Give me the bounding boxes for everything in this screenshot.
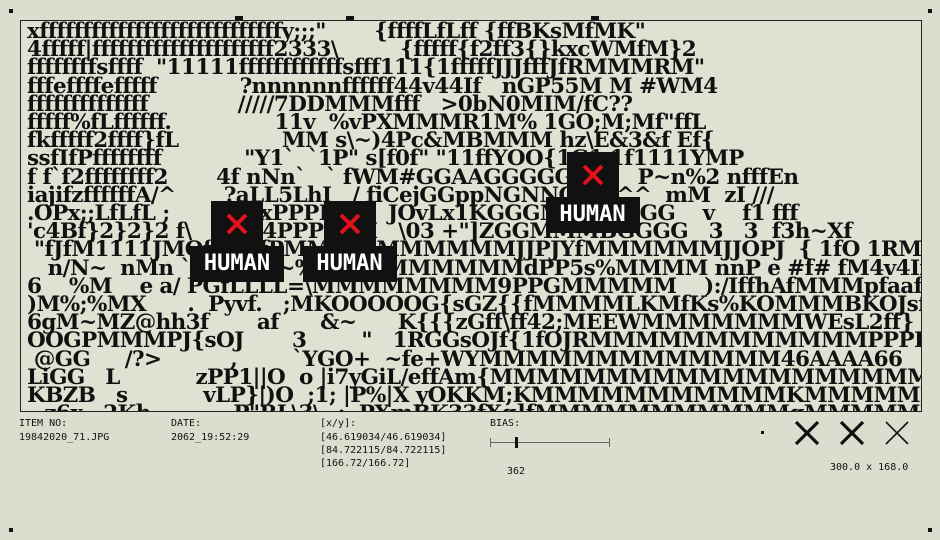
bias-value: 362 xyxy=(507,466,526,477)
corner-dot-tl xyxy=(9,9,13,13)
xy-value-3: [166.72/166.72] xyxy=(320,458,411,469)
xy-value-2: [84.722115/84.722115] xyxy=(320,445,447,456)
frame-tick xyxy=(235,16,243,23)
x-icon[interactable] xyxy=(882,418,912,448)
target-label: HUMAN xyxy=(302,246,397,283)
bias-label: BIAS: xyxy=(490,418,521,429)
xy-value-1: [46.619034/46.619034] xyxy=(320,432,447,443)
ascii-image: xffffffffffffffffffffffffffffy;;;" {ffff… xyxy=(27,20,922,411)
size-value: 300.0 x 168.0 xyxy=(830,462,909,473)
target-x-icon xyxy=(566,152,619,199)
date-label: DATE: xyxy=(171,418,202,429)
item-value: 19842020_71.JPG xyxy=(19,432,110,443)
target-x-icon xyxy=(323,201,376,248)
target-x-icon xyxy=(211,201,263,248)
frame-tick xyxy=(591,16,599,23)
corner-dot-bl xyxy=(9,528,13,532)
date-value: 2062_19:52:29 xyxy=(171,432,250,443)
target-label: HUMAN xyxy=(545,197,640,234)
dot-icon xyxy=(761,431,764,434)
target-label: HUMAN xyxy=(190,246,284,283)
x-icon[interactable] xyxy=(837,418,867,448)
item-label: ITEM NO: xyxy=(19,418,68,429)
corner-dot-br xyxy=(928,528,932,532)
corner-dot-tr xyxy=(928,9,932,13)
ascii-viewport[interactable]: xffffffffffffffffffffffffffffy;;;" {ffff… xyxy=(20,20,922,412)
x-icon[interactable] xyxy=(792,418,822,448)
bias-slider-end-right xyxy=(609,438,610,447)
frame-tick xyxy=(346,16,354,23)
bias-slider-track[interactable] xyxy=(490,442,610,443)
bias-slider-handle[interactable] xyxy=(515,437,519,448)
xy-label: [x/y]: xyxy=(320,418,357,429)
